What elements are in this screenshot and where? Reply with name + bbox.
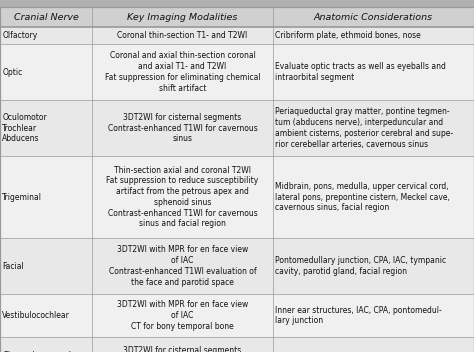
Text: Coronal and axial thin-section coronal
and axial T1- and T2WI
Fat suppression fo: Coronal and axial thin-section coronal a… bbox=[105, 51, 260, 93]
Text: Pontomedullary junction, CPA, IAC, tympanic
cavity, parotid gland, facial region: Pontomedullary junction, CPA, IAC, tympa… bbox=[275, 256, 446, 276]
Text: Key Imaging Modalities: Key Imaging Modalities bbox=[128, 13, 237, 21]
Text: Vestibulocochlear: Vestibulocochlear bbox=[2, 311, 70, 320]
Text: 3DT2WI with MPR for en face view
of IAC
CT for bony temporal bone: 3DT2WI with MPR for en face view of IAC … bbox=[117, 300, 248, 331]
Text: Trigeminal: Trigeminal bbox=[2, 193, 42, 202]
Text: Evaluate optic tracts as well as eyeballs and
intraorbital segment: Evaluate optic tracts as well as eyeball… bbox=[275, 62, 446, 82]
Text: Inner ear structures, IAC, CPA, pontomedul-
lary junction: Inner ear structures, IAC, CPA, pontomed… bbox=[275, 306, 442, 325]
Text: Anatomic Considerations: Anatomic Considerations bbox=[314, 13, 433, 21]
Text: 3DT2WI for cisternal segments
Contrast-enhanced T1WI for cavernous
sinus: 3DT2WI for cisternal segments Contrast-e… bbox=[108, 113, 257, 143]
Text: 3DT2WI with MPR for en face view
of IAC
Contrast-enhanced T1WI evaluation of
the: 3DT2WI with MPR for en face view of IAC … bbox=[109, 245, 256, 287]
Bar bbox=[0, 44, 474, 100]
Bar bbox=[0, 238, 474, 294]
Text: Cranial Nerve: Cranial Nerve bbox=[14, 13, 79, 21]
Bar bbox=[0, 294, 474, 337]
Text: Glossopharyngeal
Vagus
Accessory
Hypoglossal: Glossopharyngeal Vagus Accessory Hypoglo… bbox=[2, 351, 72, 352]
Bar bbox=[0, 27, 474, 44]
Text: Periaqueductal gray matter, pontine tegmen-
tum (abducens nerve), interpeduncula: Periaqueductal gray matter, pontine tegm… bbox=[275, 107, 453, 149]
Text: Olfactory: Olfactory bbox=[2, 31, 37, 40]
Text: Cribriform plate, ethmoid bones, nose: Cribriform plate, ethmoid bones, nose bbox=[275, 31, 420, 40]
Text: Coronal thin-section T1- and T2WI: Coronal thin-section T1- and T2WI bbox=[118, 31, 247, 40]
Bar bbox=[0, 7, 474, 27]
Bar bbox=[0, 100, 474, 156]
Text: Thin-section axial and coronal T2WI
Fat suppression to reduce susceptibility
art: Thin-section axial and coronal T2WI Fat … bbox=[106, 166, 259, 228]
Text: Oculomotor
Trochlear
Abducens: Oculomotor Trochlear Abducens bbox=[2, 113, 47, 143]
Text: Midbrain, pons, medulla, upper cervical cord,
lateral pons, prepontine cistern, : Midbrain, pons, medulla, upper cervical … bbox=[275, 182, 450, 212]
Text: 3DT2WI for cisternal segments
Contrast-enhanced T1WI for brainstem
and skull bas: 3DT2WI for cisternal segments Contrast-e… bbox=[108, 346, 257, 352]
Bar bbox=[0, 337, 474, 352]
Bar bbox=[0, 156, 474, 238]
Text: Facial: Facial bbox=[2, 262, 24, 271]
Text: Optic: Optic bbox=[2, 68, 23, 76]
